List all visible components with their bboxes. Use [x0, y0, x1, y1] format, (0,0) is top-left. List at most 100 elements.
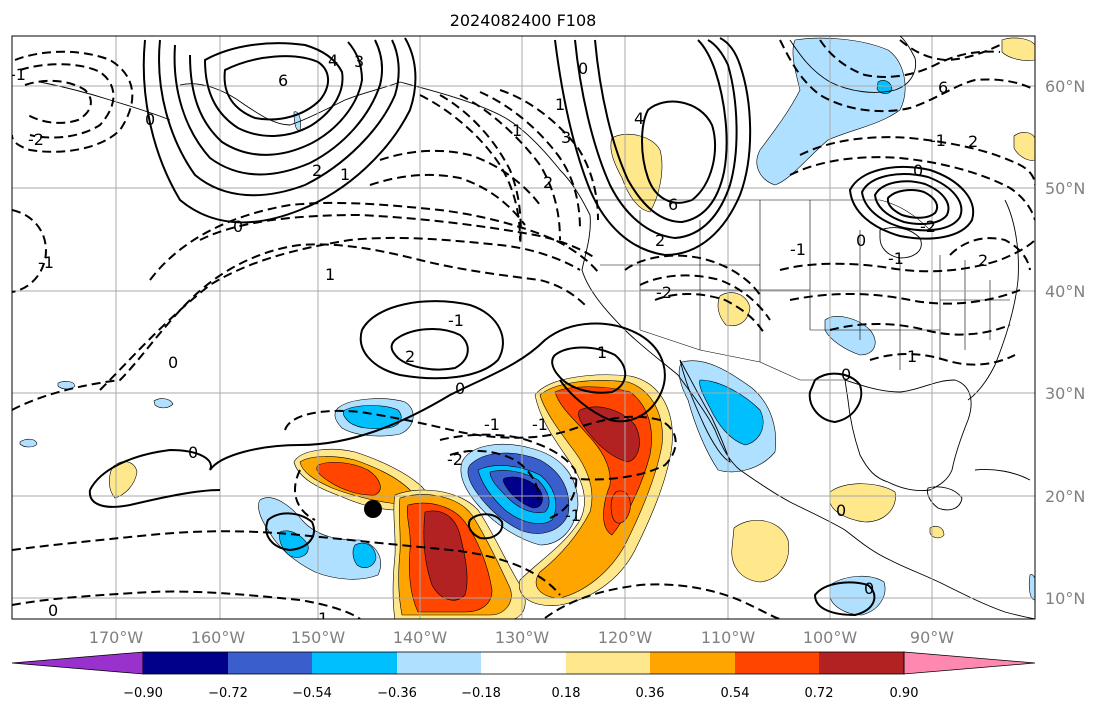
- contour-label: 0: [233, 217, 243, 236]
- contour-northeast-high-3: [873, 180, 950, 225]
- contour-label: 1: [597, 343, 607, 362]
- colorbar-tick-label: −0.90: [123, 686, 163, 701]
- contour-alaska-low-2: [158, 39, 400, 197]
- contour-label: -1: [448, 311, 464, 330]
- negative-anomaly-hawaii-core2: [352, 542, 377, 568]
- contour-label: -1: [484, 415, 500, 434]
- lat-label: 60°N: [1045, 77, 1085, 96]
- contour-pnw-high-3: [594, 39, 728, 224]
- contour-eastern-pacific-high-2: [390, 328, 469, 371]
- dashed-lower-trough-3: [449, 449, 540, 501]
- contour-label: 2: [405, 347, 415, 366]
- contour-alaska-low-1: [142, 37, 417, 224]
- colorbar-tick-label: −0.54: [292, 686, 332, 701]
- colorbar-segment: [397, 652, 481, 674]
- negative-anomaly-central-pacific-core: [502, 476, 543, 509]
- longitude-labels: 170°W 160°W 150°W 140°W 130°W 120°W 110°…: [89, 628, 954, 647]
- contour-northeast-high-2: [860, 173, 963, 232]
- dashed-lower-trough-1: [284, 409, 677, 481]
- map-area: 6 4 3 2 1 0 0 0 -1 -2 -1 1 2 0 -1 -2 0 -…: [12, 36, 1035, 628]
- contour-label: 1: [325, 265, 335, 284]
- dashed-canada-5: [789, 156, 1035, 221]
- contour-label: 4: [634, 109, 644, 128]
- colorbar-tick-label: −0.72: [208, 686, 248, 701]
- colorbar-extend-max: [903, 651, 1036, 675]
- contour-pnw-high-1: [554, 37, 752, 257]
- colorbar-segment: [819, 652, 904, 674]
- contour-label: 0: [168, 353, 178, 372]
- contour-alaska-low-3: [173, 39, 384, 176]
- shaded-fields: [19, 37, 1035, 619]
- contour-label: 2: [978, 251, 988, 270]
- colorbar-tick-label: −0.18: [461, 686, 501, 701]
- coastlines: [39, 36, 1035, 619]
- contour-label: 0: [48, 601, 58, 620]
- contour-label: 0: [145, 110, 155, 129]
- lon-label: 160°W: [191, 628, 246, 647]
- contour-label: 6: [278, 71, 288, 90]
- contour-small-ring-3: [808, 372, 863, 424]
- contour-label: 0: [188, 443, 198, 462]
- dashed-gulf-alaska-5: [499, 89, 599, 221]
- atlantic-coast: [967, 199, 1019, 401]
- contour-label: 0: [836, 501, 846, 520]
- dashed-south-3: [294, 469, 316, 521]
- dashed-contours: [12, 39, 1035, 619]
- contour-label: 0: [455, 379, 465, 398]
- dashed-midlat-3: [149, 201, 599, 281]
- solid-contours: [88, 37, 975, 617]
- positive-anomaly-hawaii-ne-core: [316, 461, 381, 496]
- cuba: [974, 469, 1031, 481]
- lat-label: 50°N: [1045, 179, 1085, 198]
- contour-label: -1: [565, 506, 581, 525]
- dashed-gulf-alaska-2: [439, 94, 522, 246]
- dashed-south-1: [12, 530, 561, 596]
- lon-label: 150°W: [291, 628, 346, 647]
- colorbar-segment: [735, 652, 819, 674]
- dashed-west-3: [24, 79, 92, 124]
- negative-anomaly-hawaii-core1: [279, 530, 309, 558]
- contour-label: 1: [907, 347, 917, 366]
- colorbar-segment: [481, 652, 566, 674]
- negative-anomaly-west-small-2: [19, 438, 38, 448]
- contour-label: -2: [656, 283, 672, 302]
- colorbar-tick-label: 0.36: [636, 686, 665, 701]
- yucatan: [927, 486, 963, 511]
- lon-label: 140°W: [393, 628, 448, 647]
- contour-label: -2: [447, 450, 463, 469]
- latitude-labels: 60°N 50°N 40°N 30°N 20°N 10°N: [1045, 77, 1085, 608]
- contour-zero-subtropical: [209, 322, 666, 471]
- colorbar-tick-label: 0.54: [721, 686, 750, 701]
- contour-label: 1: [318, 609, 328, 628]
- lon-label: 120°W: [598, 628, 653, 647]
- contour-label: -2: [28, 130, 44, 149]
- contour-label: 2: [312, 161, 322, 180]
- contour-pnw-high-4: [641, 100, 716, 204]
- figure-title: 2024082400 F108: [450, 11, 597, 30]
- contour-label: 6: [668, 195, 678, 214]
- contour-northeast-high-1: [848, 166, 975, 240]
- contour-zero-hawaii: [89, 448, 212, 491]
- dashed-gulf-alaska-6: [379, 149, 541, 206]
- dashed-gulf-alaska-3: [459, 94, 561, 241]
- colorbar-segment: [312, 652, 397, 674]
- negative-anomaly-west-small-3: [153, 398, 174, 409]
- contour-label: -1: [888, 249, 904, 268]
- colorbar-tick-label: 0.18: [552, 686, 581, 701]
- contour-label: 1: [512, 121, 522, 140]
- dashed-east-us-5: [949, 237, 1031, 271]
- contour-label: 0: [841, 365, 851, 384]
- contour-label: 0: [856, 231, 866, 250]
- dashed-east-2: [624, 254, 761, 296]
- lon-label: 110°W: [701, 628, 756, 647]
- contour-small-ring-2: [265, 512, 315, 552]
- lon-label: 170°W: [89, 628, 144, 647]
- colorbar-segment: [143, 652, 228, 674]
- contour-labels: 6 4 3 2 1 0 0 0 -1 -2 -1 1 2 0 -1 -2 0 -…: [12, 51, 988, 628]
- colorbar-extend-min: [11, 651, 144, 675]
- contour-label: 1: [340, 165, 350, 184]
- positive-anomaly-gulf-mexico: [829, 483, 896, 523]
- dashed-east-us-1: [779, 239, 1035, 273]
- dashed-east-4: [654, 293, 766, 336]
